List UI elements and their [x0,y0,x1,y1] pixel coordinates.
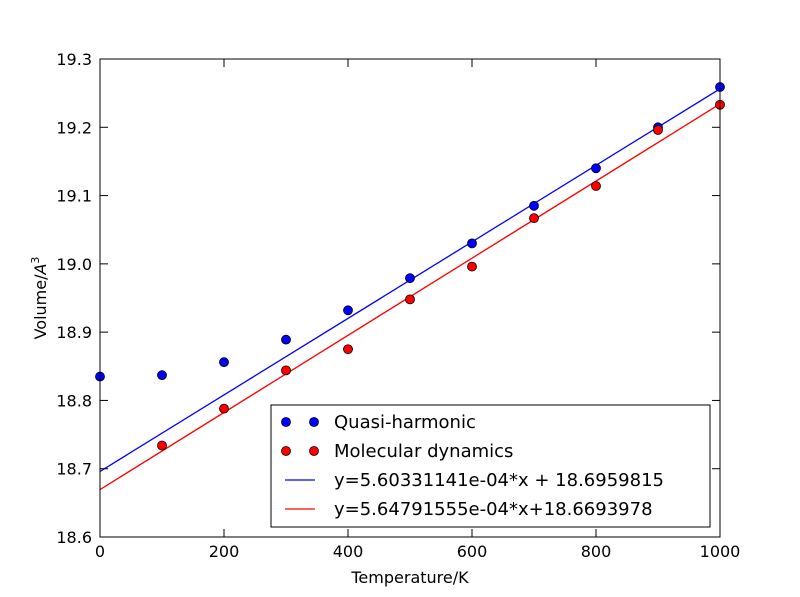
y-tick-label: 18.9 [56,323,92,342]
y-axis-label: Volume/A3 [29,257,50,340]
x-tick-label: 0 [95,542,105,561]
data-point-s0-8 [591,163,601,174]
legend-marker-0-0 [281,417,291,427]
data-point-s0-6 [467,238,477,249]
data-point-s1-7 [591,181,601,191]
legend-marker-0-1 [309,417,319,427]
x-axis-label: Temperature/K [350,568,469,587]
y-tick-label: 19.2 [56,118,92,137]
data-point-s0-3 [281,334,291,345]
y-tick-label: 18.6 [56,528,92,547]
data-point-s0-1 [157,370,167,381]
x-tick-label: 400 [333,542,364,561]
legend-box [270,404,711,528]
data-point-s1-4 [405,294,415,305]
legend-marker-1-0 [281,446,291,456]
legend-marker-1-1 [309,446,319,456]
data-point-s1-8 [653,125,663,135]
data-point-s0-2 [219,357,229,368]
ticks-layer: 0 200 400 600 800 1000 18.6 18.7 18.8 18.9 19.0 19.… [56,50,740,561]
y-axis-label-exponent: 3 [29,257,42,264]
data-point-s1-1 [219,403,229,414]
data-point-s1-5 [467,261,477,272]
y-tick-label: 18.8 [56,391,92,410]
data-point-s0-7 [529,200,539,211]
data-point-s1-3 [343,344,353,355]
data-point-s1-0 [157,440,167,451]
data-point-s0-4 [343,305,353,316]
data-point-s1-2 [281,365,291,376]
y-axis-label-prefix: Volume/ [31,274,50,340]
plot-frame [99,58,721,538]
x-tick-label: 1000 [700,542,741,561]
data-point-s1-6 [529,213,539,224]
data-point-s0-5 [405,273,415,284]
x-tick-label: 800 [581,542,612,561]
legend-label-3: y=5.64791555e-04*x+18.6693978 [334,499,653,520]
x-tick-label: 600 [457,542,488,561]
legend-label-1: Molecular dynamics [334,441,513,462]
y-axis-label-unit: A [31,264,50,276]
markers-layer [95,82,725,451]
y-tick-label: 19.3 [56,50,92,69]
legend-label-0: Quasi-harmonic [334,412,476,433]
y-tick-label: 19.1 [56,187,92,206]
legend-label-2: y=5.60331141e-04*x + 18.6959815 [334,470,664,491]
y-tick-label: 18.7 [56,460,92,479]
x-tick-label: 200 [209,542,240,561]
y-tick-label: 19.0 [56,255,92,274]
legend: Quasi-harmonic Molecular dynamics y=5.6033… [270,404,711,528]
